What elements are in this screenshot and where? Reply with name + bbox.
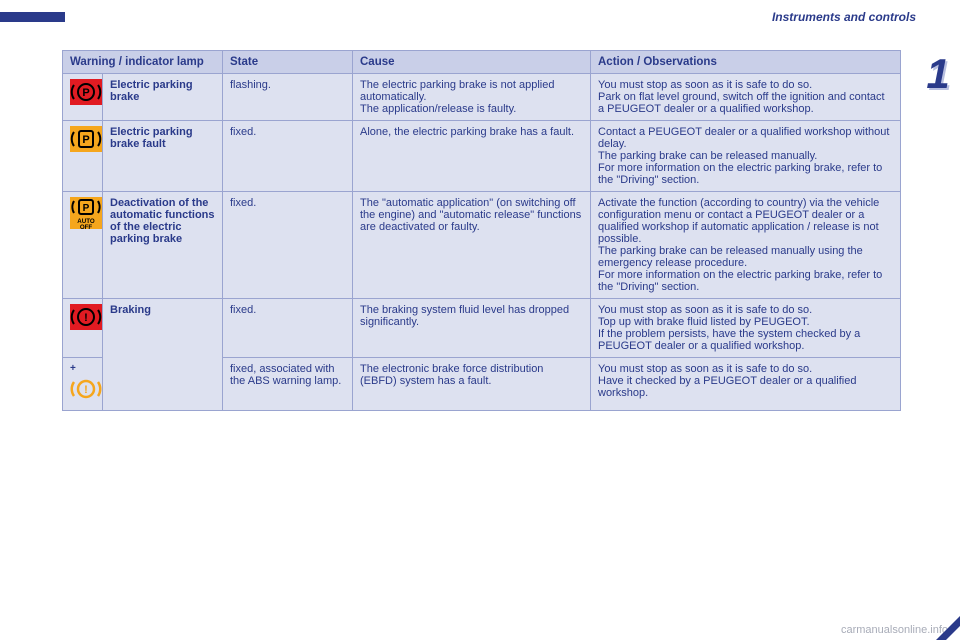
lamp-cause: The braking system fluid level has dropp… [353,299,591,358]
svg-text:!: ! [84,384,88,396]
lamp-action: You must stop as soon as it is safe to d… [591,299,901,358]
header-stripe [0,12,65,22]
warning-icon: P [63,74,103,121]
col-warning: Warning / indicator lamp [63,51,223,74]
svg-text:P: P [82,87,89,99]
warning-lamp-table: Warning / indicator lamp State Cause Act… [62,50,901,411]
svg-text:P: P [82,134,89,146]
lamp-state: fixed. [223,192,353,299]
warning-icon: + ! [63,358,103,411]
table-row: P AUTO OFF Deactivation of the automatic… [63,192,901,299]
svg-text:!: ! [84,312,88,324]
lamp-cause: The "automatic application" (on switchin… [353,192,591,299]
table-row: P Electric parking brakeflashing.The ele… [63,74,901,121]
svg-text:OFF: OFF [80,224,93,229]
lamp-state: fixed. [223,121,353,192]
page-corner-inner [946,626,960,640]
lamp-state: fixed, associated with the ABS warning l… [223,358,353,411]
lamp-action: Activate the function (according to coun… [591,192,901,299]
warning-icon: P AUTO OFF [63,192,103,299]
lamp-action: Contact a PEUGEOT dealer or a qualified … [591,121,901,192]
lamp-cause: The electric parking brake is not applie… [353,74,591,121]
warning-icon: ! [63,299,103,358]
table-body: P Electric parking brakeflashing.The ele… [63,74,901,411]
chapter-number: 1 [918,50,958,98]
lamp-name: Braking [103,299,223,411]
lamp-action: You must stop as soon as it is safe to d… [591,74,901,121]
table-header-row: Warning / indicator lamp State Cause Act… [63,51,901,74]
col-state: State [223,51,353,74]
col-action: Action / Observations [591,51,901,74]
col-cause: Cause [353,51,591,74]
table-row: ! Brakingfixed.The braking system fluid … [63,299,901,358]
watermark: carmanualsonline.info [841,624,948,636]
lamp-cause: The electronic brake force distribution … [353,358,591,411]
lamp-name: Deactivation of the automatic functions … [103,192,223,299]
lamp-action: You must stop as soon as it is safe to d… [591,358,901,411]
lamp-state: flashing. [223,74,353,121]
lamp-name: Electric parking brake fault [103,121,223,192]
svg-text:P: P [83,203,90,214]
lamp-state: fixed. [223,299,353,358]
lamp-cause: Alone, the electric parking brake has a … [353,121,591,192]
section-title: Instruments and controls [772,10,916,24]
warning-icon: P [63,121,103,192]
table-row: P Electric parking brake faultfixed.Alon… [63,121,901,192]
lamp-name: Electric parking brake [103,74,223,121]
